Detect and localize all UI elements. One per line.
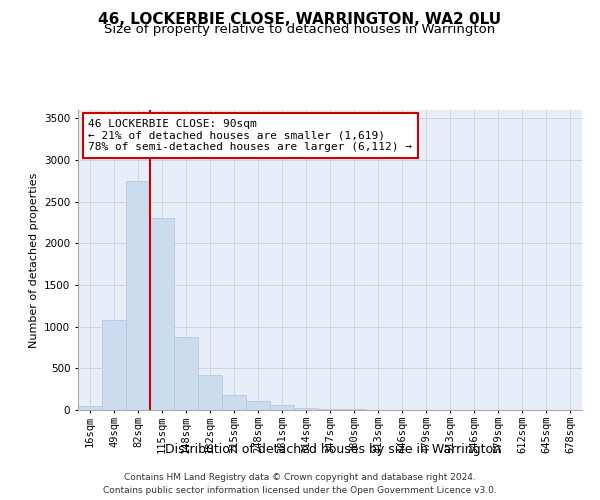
Bar [318,409,342,410]
Text: Distribution of detached houses by size in Warrington: Distribution of detached houses by size … [165,442,501,456]
Text: Size of property relative to detached houses in Warrington: Size of property relative to detached ho… [104,22,496,36]
Y-axis label: Number of detached properties: Number of detached properties [29,172,38,348]
Bar [270,405,294,410]
Text: Contains public sector information licensed under the Open Government Licence v3: Contains public sector information licen… [103,486,497,495]
Bar [222,396,246,410]
Text: 46 LOCKERBIE CLOSE: 90sqm
← 21% of detached houses are smaller (1,619)
78% of se: 46 LOCKERBIE CLOSE: 90sqm ← 21% of detac… [88,119,412,152]
Bar [78,406,102,410]
Bar [102,320,126,410]
Bar [174,336,198,410]
Bar [126,181,150,410]
Bar [294,408,318,410]
Bar [150,218,174,410]
Text: Contains HM Land Registry data © Crown copyright and database right 2024.: Contains HM Land Registry data © Crown c… [124,472,476,482]
Bar [198,375,222,410]
Text: 46, LOCKERBIE CLOSE, WARRINGTON, WA2 0LU: 46, LOCKERBIE CLOSE, WARRINGTON, WA2 0LU [98,12,502,28]
Bar [246,401,270,410]
